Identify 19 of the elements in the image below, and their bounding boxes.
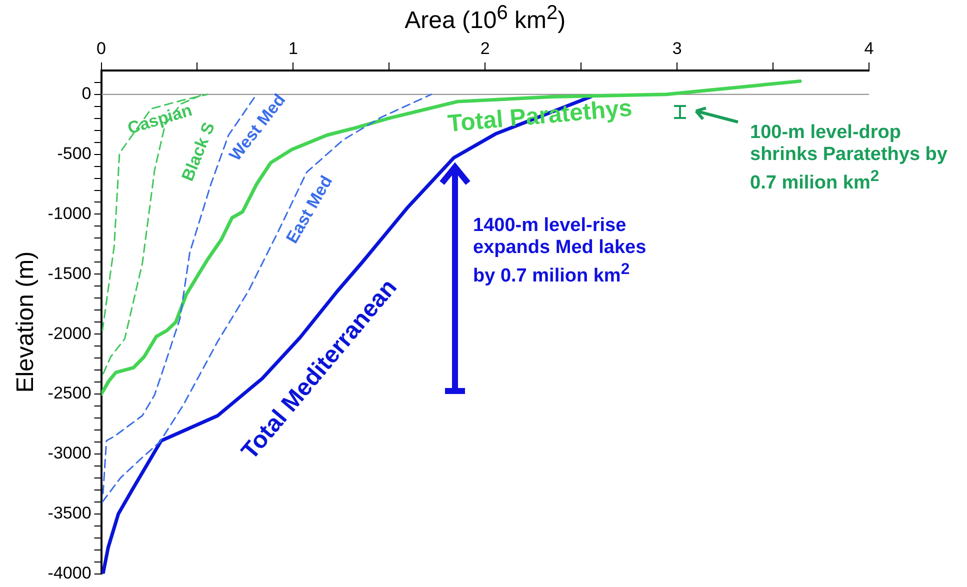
- y-tick-label: -3000: [48, 444, 92, 463]
- y-tick-label: -3500: [48, 504, 92, 523]
- x-tick-label: 1: [288, 38, 298, 58]
- annotation: 100-m level-drop shrinks Paratethys by 0.7 milion km$^{2}$: [750, 122, 948, 194]
- x-tick-label: 2: [480, 38, 490, 58]
- annotation: 1400-m level-rise expands Med lakes by 0.7 milion km$^{2}$: [473, 215, 648, 288]
- y-tick-label: -500: [57, 144, 92, 163]
- x-tick-label: 0: [96, 38, 106, 58]
- y-tick-label: -4000: [48, 563, 92, 582]
- y-axis-title: Elevation (m): [12, 251, 40, 393]
- x-tick-label: 4: [864, 38, 874, 58]
- series-label: Total Paratethys: [446, 94, 634, 138]
- x-tick-label: 3: [672, 38, 682, 58]
- y-tick-label: 0: [82, 84, 92, 104]
- y-tick-label: -2500: [48, 384, 92, 403]
- y-tick-label: -1500: [48, 264, 92, 283]
- y-tick-label: -2000: [48, 324, 92, 343]
- x-axis-title: Area (10$^{6}$ km$^{2}$): [404, 2, 566, 35]
- y-tick-label: -1000: [48, 204, 92, 223]
